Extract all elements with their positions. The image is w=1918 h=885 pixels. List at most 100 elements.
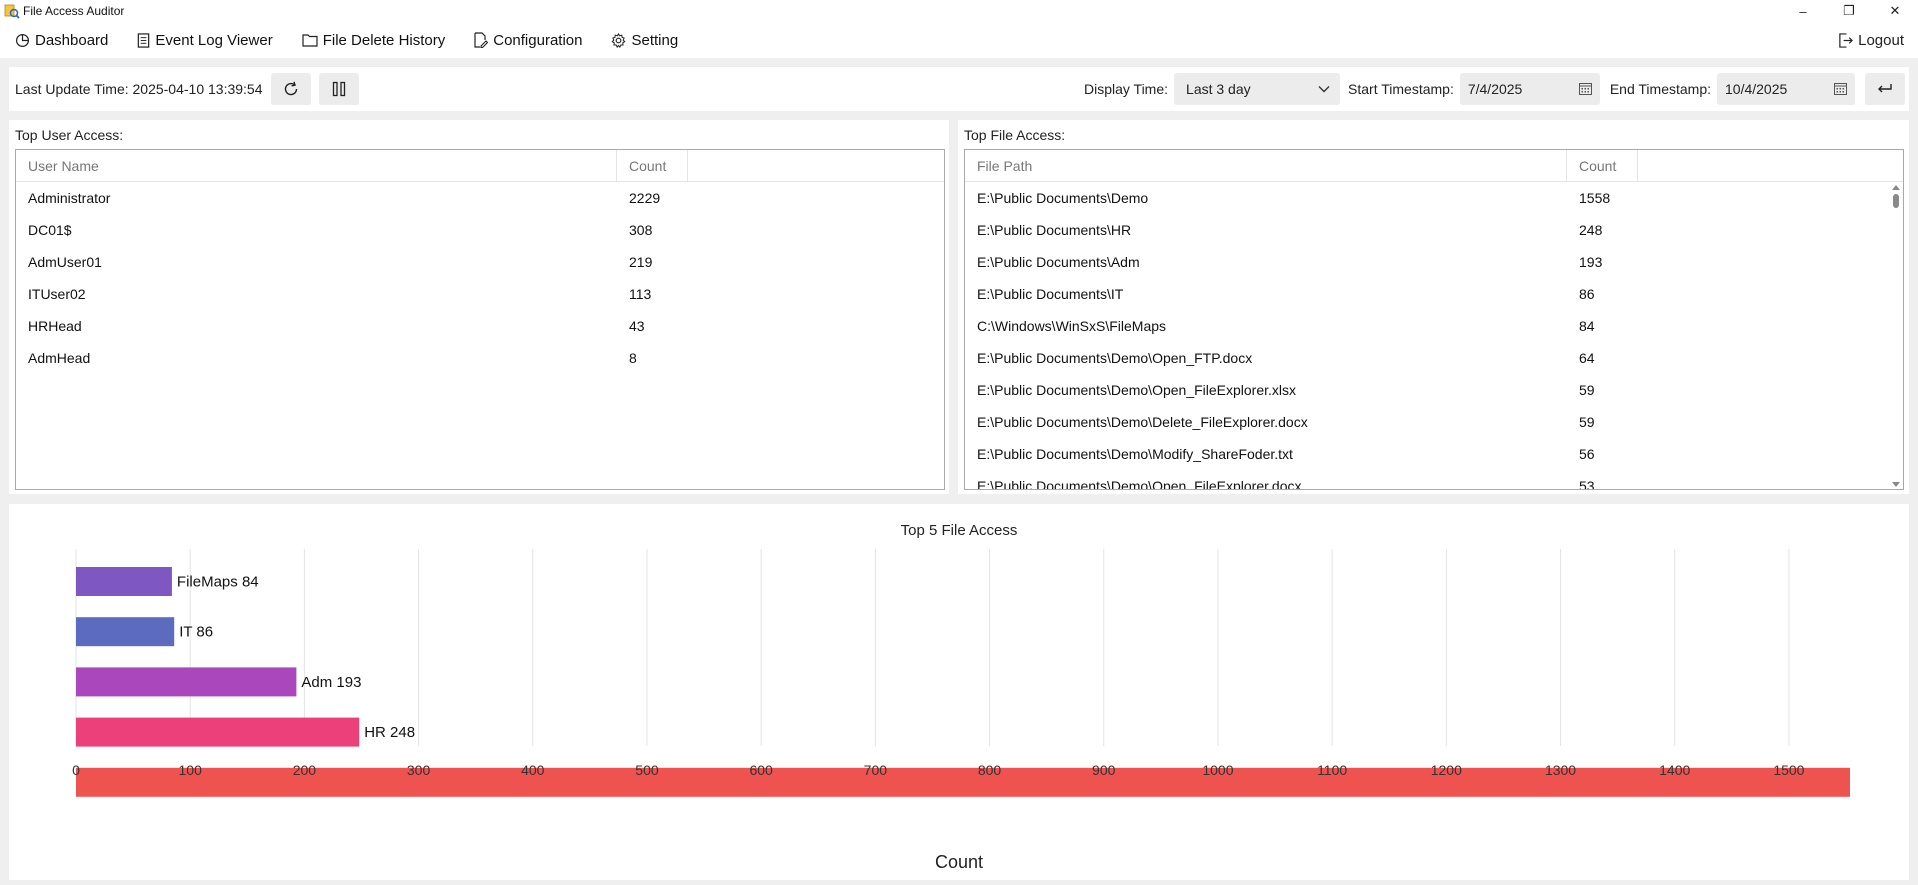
file-path-cell: E:\Public Documents\Adm	[977, 254, 1140, 270]
vertical-scrollbar[interactable]	[1889, 182, 1903, 489]
file-path-cell: E:\Public Documents\Demo	[977, 190, 1149, 206]
table-row[interactable]: E:\Public Documents\Adm 193	[965, 246, 1903, 278]
chevron-down-icon	[1318, 86, 1330, 93]
top-5-file-access-chart: Top 5 File Access FileMaps 84 IT 86 Adm 19…	[72, 522, 1850, 872]
table-row[interactable]: E:\Public Documents\Demo\Delete_FileExpl…	[965, 406, 1903, 438]
top-file-access-title: Top File Access:	[964, 127, 1066, 143]
count-cell: 84	[1579, 318, 1595, 334]
file-path-cell: C:\Windows\WinSxS\FileMaps	[977, 318, 1167, 334]
table-row[interactable]: C:\Windows\WinSxS\FileMaps 84	[965, 310, 1903, 342]
scroll-up-icon[interactable]	[1892, 185, 1900, 190]
file-path-cell: E:\Public Documents\Demo\Delete_FileExpl…	[977, 414, 1308, 430]
dashboard-icon	[15, 33, 30, 47]
menu-event-log-viewer[interactable]: Event Log Viewer	[122, 22, 286, 58]
column-header-user-name[interactable]: User Name	[16, 150, 617, 181]
menu-setting[interactable]: Setting	[596, 22, 692, 58]
minimize-button[interactable]: –	[1799, 3, 1807, 19]
close-button[interactable]: ✕	[1889, 3, 1901, 18]
table-row[interactable]: E:\Public Documents\Demo\Modify_ShareFod…	[965, 438, 1903, 470]
x-tick-label: 0	[72, 762, 80, 778]
column-header-count[interactable]: Count	[617, 150, 688, 181]
display-time-select[interactable]: Last 3 day	[1174, 73, 1341, 105]
table-row[interactable]: E:\Public Documents\Demo\Open_FileExplor…	[965, 374, 1903, 406]
table-row[interactable]: E:\Public Documents\Demo 1558	[965, 182, 1903, 214]
pause-icon	[332, 81, 345, 97]
column-header-file-path[interactable]: File Path	[965, 150, 1567, 181]
menu-dashboard-label: Dashboard	[35, 31, 109, 49]
table-row[interactable]: E:\Public Documents\Demo\Open_FileExplor…	[965, 470, 1903, 490]
calendar-icon[interactable]	[1578, 83, 1592, 95]
menu-bar: Dashboard Event Log Viewer File Delete H…	[0, 22, 1918, 58]
count-cell: 248	[1579, 222, 1603, 238]
x-tick-label: 1000	[1202, 762, 1233, 778]
table-row[interactable]: AdmHead 8	[16, 342, 944, 374]
display-time-value: Last 3 day	[1186, 81, 1251, 97]
refresh-icon	[284, 81, 297, 96]
count-cell: 219	[629, 254, 653, 270]
x-tick-label: 500	[635, 762, 659, 778]
count-cell: 43	[629, 318, 645, 334]
chart-bar[interactable]	[76, 667, 297, 697]
top-user-access-panel: Top User Access: User Name Count Adminis…	[9, 120, 949, 494]
menu-file-delete-history[interactable]: File Delete History	[287, 22, 460, 58]
user-name-cell: AdmUser01	[28, 254, 102, 270]
table-row[interactable]: E:\Public Documents\HR 248	[965, 214, 1903, 246]
count-cell: 56	[1579, 446, 1595, 462]
top-user-access-title: Top User Access:	[15, 127, 124, 143]
x-tick-label: 700	[864, 762, 888, 778]
end-timestamp-field[interactable]: 10/4/2025	[1717, 73, 1855, 105]
apply-button[interactable]	[1865, 73, 1905, 105]
menu-event-log-viewer-label: Event Log Viewer	[155, 31, 273, 49]
count-cell: 53	[1579, 478, 1595, 490]
user-name-cell: ITUser02	[28, 286, 86, 302]
start-timestamp-field[interactable]: 7/4/2025	[1459, 73, 1600, 105]
menu-dashboard[interactable]: Dashboard	[0, 22, 122, 58]
gear-icon	[611, 32, 626, 48]
x-tick-label: 1400	[1659, 762, 1690, 778]
chart-bar[interactable]	[76, 717, 360, 747]
table-row[interactable]: E:\Public Documents\Demo\Open_FTP.docx 64	[965, 342, 1903, 374]
scroll-thumb[interactable]	[1893, 194, 1899, 208]
chart-bar[interactable]	[76, 617, 175, 647]
column-header-count[interactable]: Count	[1567, 150, 1638, 181]
x-tick-label: 1500	[1773, 762, 1804, 778]
title-bar: File Access Auditor – ❐ ✕	[0, 0, 1918, 22]
chart-bar[interactable]	[76, 567, 172, 596]
table-row[interactable]: AdmUser01 219	[16, 246, 944, 278]
x-tick-label: 1300	[1545, 762, 1576, 778]
chart-bar[interactable]	[76, 767, 1850, 797]
start-timestamp-label: Start Timestamp:	[1348, 81, 1454, 97]
table-row[interactable]: E:\Public Documents\IT 86	[965, 278, 1903, 310]
document-icon	[138, 32, 150, 48]
file-path-cell: E:\Public Documents\Demo\Open_FTP.docx	[977, 350, 1253, 366]
top-file-access-panel: Top File Access: File Path Count E:\Publ…	[958, 120, 1909, 494]
file-path-cell: E:\Public Documents\Demo\Open_FileExplor…	[977, 478, 1302, 490]
table-row[interactable]: DC01$ 308	[16, 214, 944, 246]
pause-button[interactable]	[318, 73, 359, 105]
bar-data-label: IT 86	[179, 624, 213, 641]
logout-button[interactable]: Logout	[1838, 22, 1904, 58]
menu-configuration[interactable]: Configuration	[459, 22, 596, 58]
table-row[interactable]: Administrator 2229	[16, 182, 944, 214]
restore-button[interactable]: ❐	[1843, 3, 1855, 18]
user-name-cell: HRHead	[28, 318, 82, 334]
logout-icon	[1839, 32, 1854, 48]
chart-bars: FileMaps 84 IT 86 Adm 193 HR 248	[76, 567, 1850, 797]
calendar-icon[interactable]	[1834, 83, 1847, 95]
scroll-down-icon[interactable]	[1892, 482, 1900, 487]
edit-file-icon	[474, 32, 489, 48]
table-row[interactable]: HRHead 43	[16, 310, 944, 342]
file-access-table: File Path Count E:\Public Documents\Demo…	[964, 149, 1904, 490]
count-cell: 193	[1579, 254, 1603, 270]
bar-data-label: FileMaps 84	[177, 574, 259, 591]
last-update-time: Last Update Time: 2025-04-10 13:39:54	[15, 81, 263, 97]
x-tick-label: 100	[179, 762, 203, 778]
enter-icon	[1878, 84, 1892, 93]
user-name-cell: AdmHead	[28, 350, 91, 366]
refresh-button[interactable]	[270, 73, 311, 105]
x-tick-label: 1100	[1317, 762, 1347, 778]
start-timestamp-value: 7/4/2025	[1467, 81, 1523, 97]
user-access-table: User Name Count Administrator 2229 DC01$ 3…	[15, 149, 945, 490]
count-cell: 59	[1579, 382, 1595, 398]
table-row[interactable]: ITUser02 113	[16, 278, 944, 310]
